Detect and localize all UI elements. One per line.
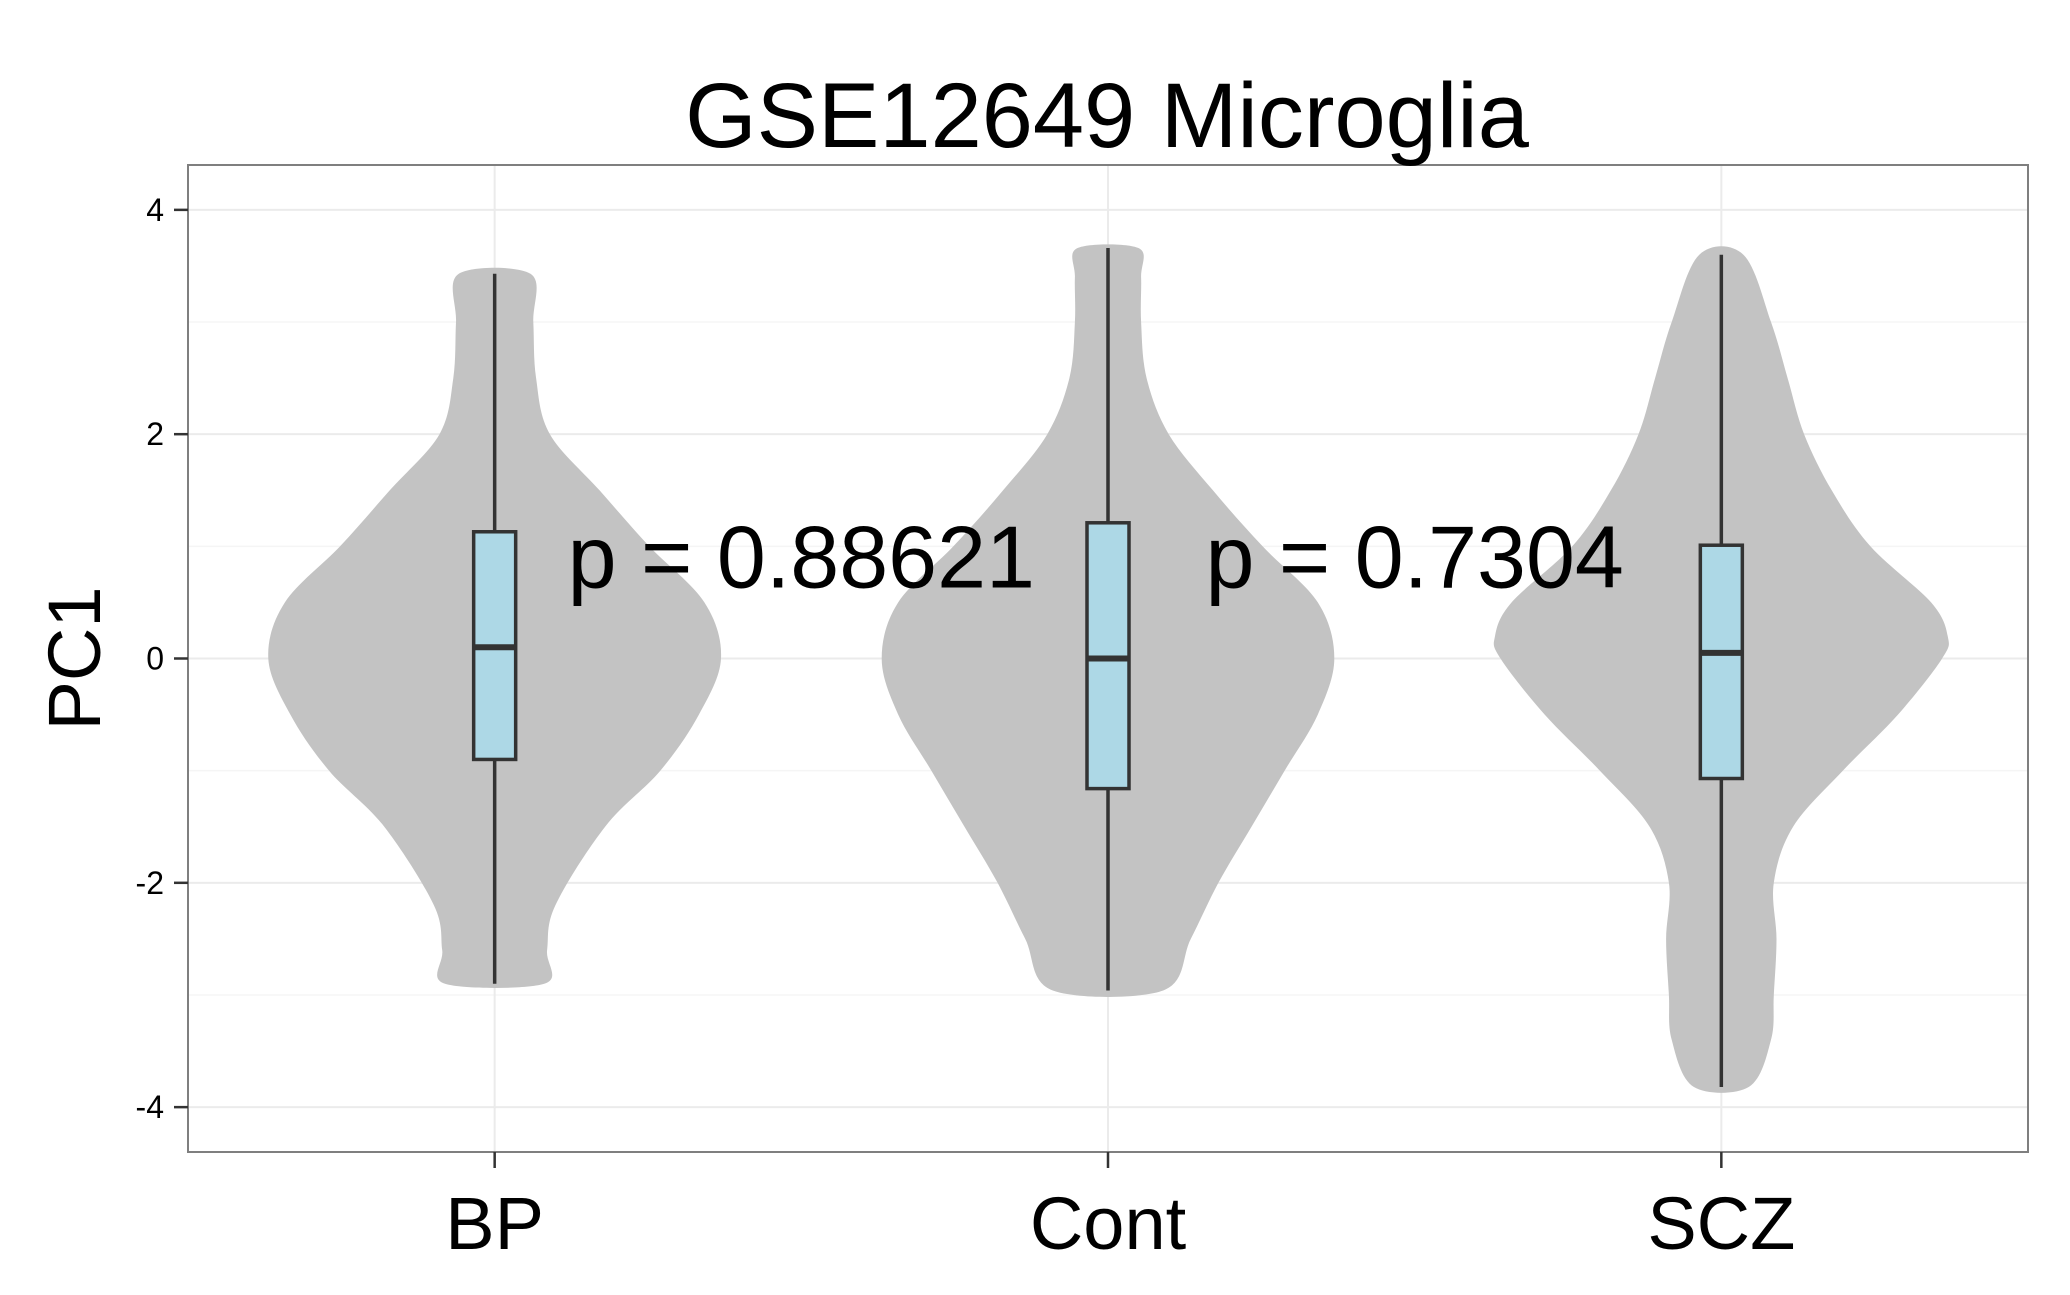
- boxplots: [471, 247, 1745, 1087]
- x-tick-label-bp: BP: [445, 1182, 544, 1265]
- box-iqr-scz: [1698, 543, 1745, 781]
- x-tick-label-scz: SCZ: [1647, 1182, 1795, 1265]
- y-tick-label: 0: [146, 641, 164, 677]
- y-tick-label: -2: [136, 865, 164, 901]
- p-value-annotation-1: p = 0.88621: [568, 508, 1035, 607]
- x-tick-label-cont: Cont: [1030, 1182, 1187, 1265]
- axes: -4 -2 0 2 4 BP Cont SCZ: [136, 192, 1796, 1265]
- y-axis-label: PC1: [33, 587, 116, 731]
- chart-title: GSE12649 Microglia: [685, 65, 1530, 167]
- y-tick-label: 2: [146, 416, 164, 452]
- y-tick-label: 4: [146, 192, 164, 228]
- p-value-annotation-2: p = 0.7304: [1205, 508, 1623, 607]
- annotations: p = 0.88621 p = 0.7304: [568, 508, 1624, 607]
- y-tick-label: -4: [136, 1089, 164, 1125]
